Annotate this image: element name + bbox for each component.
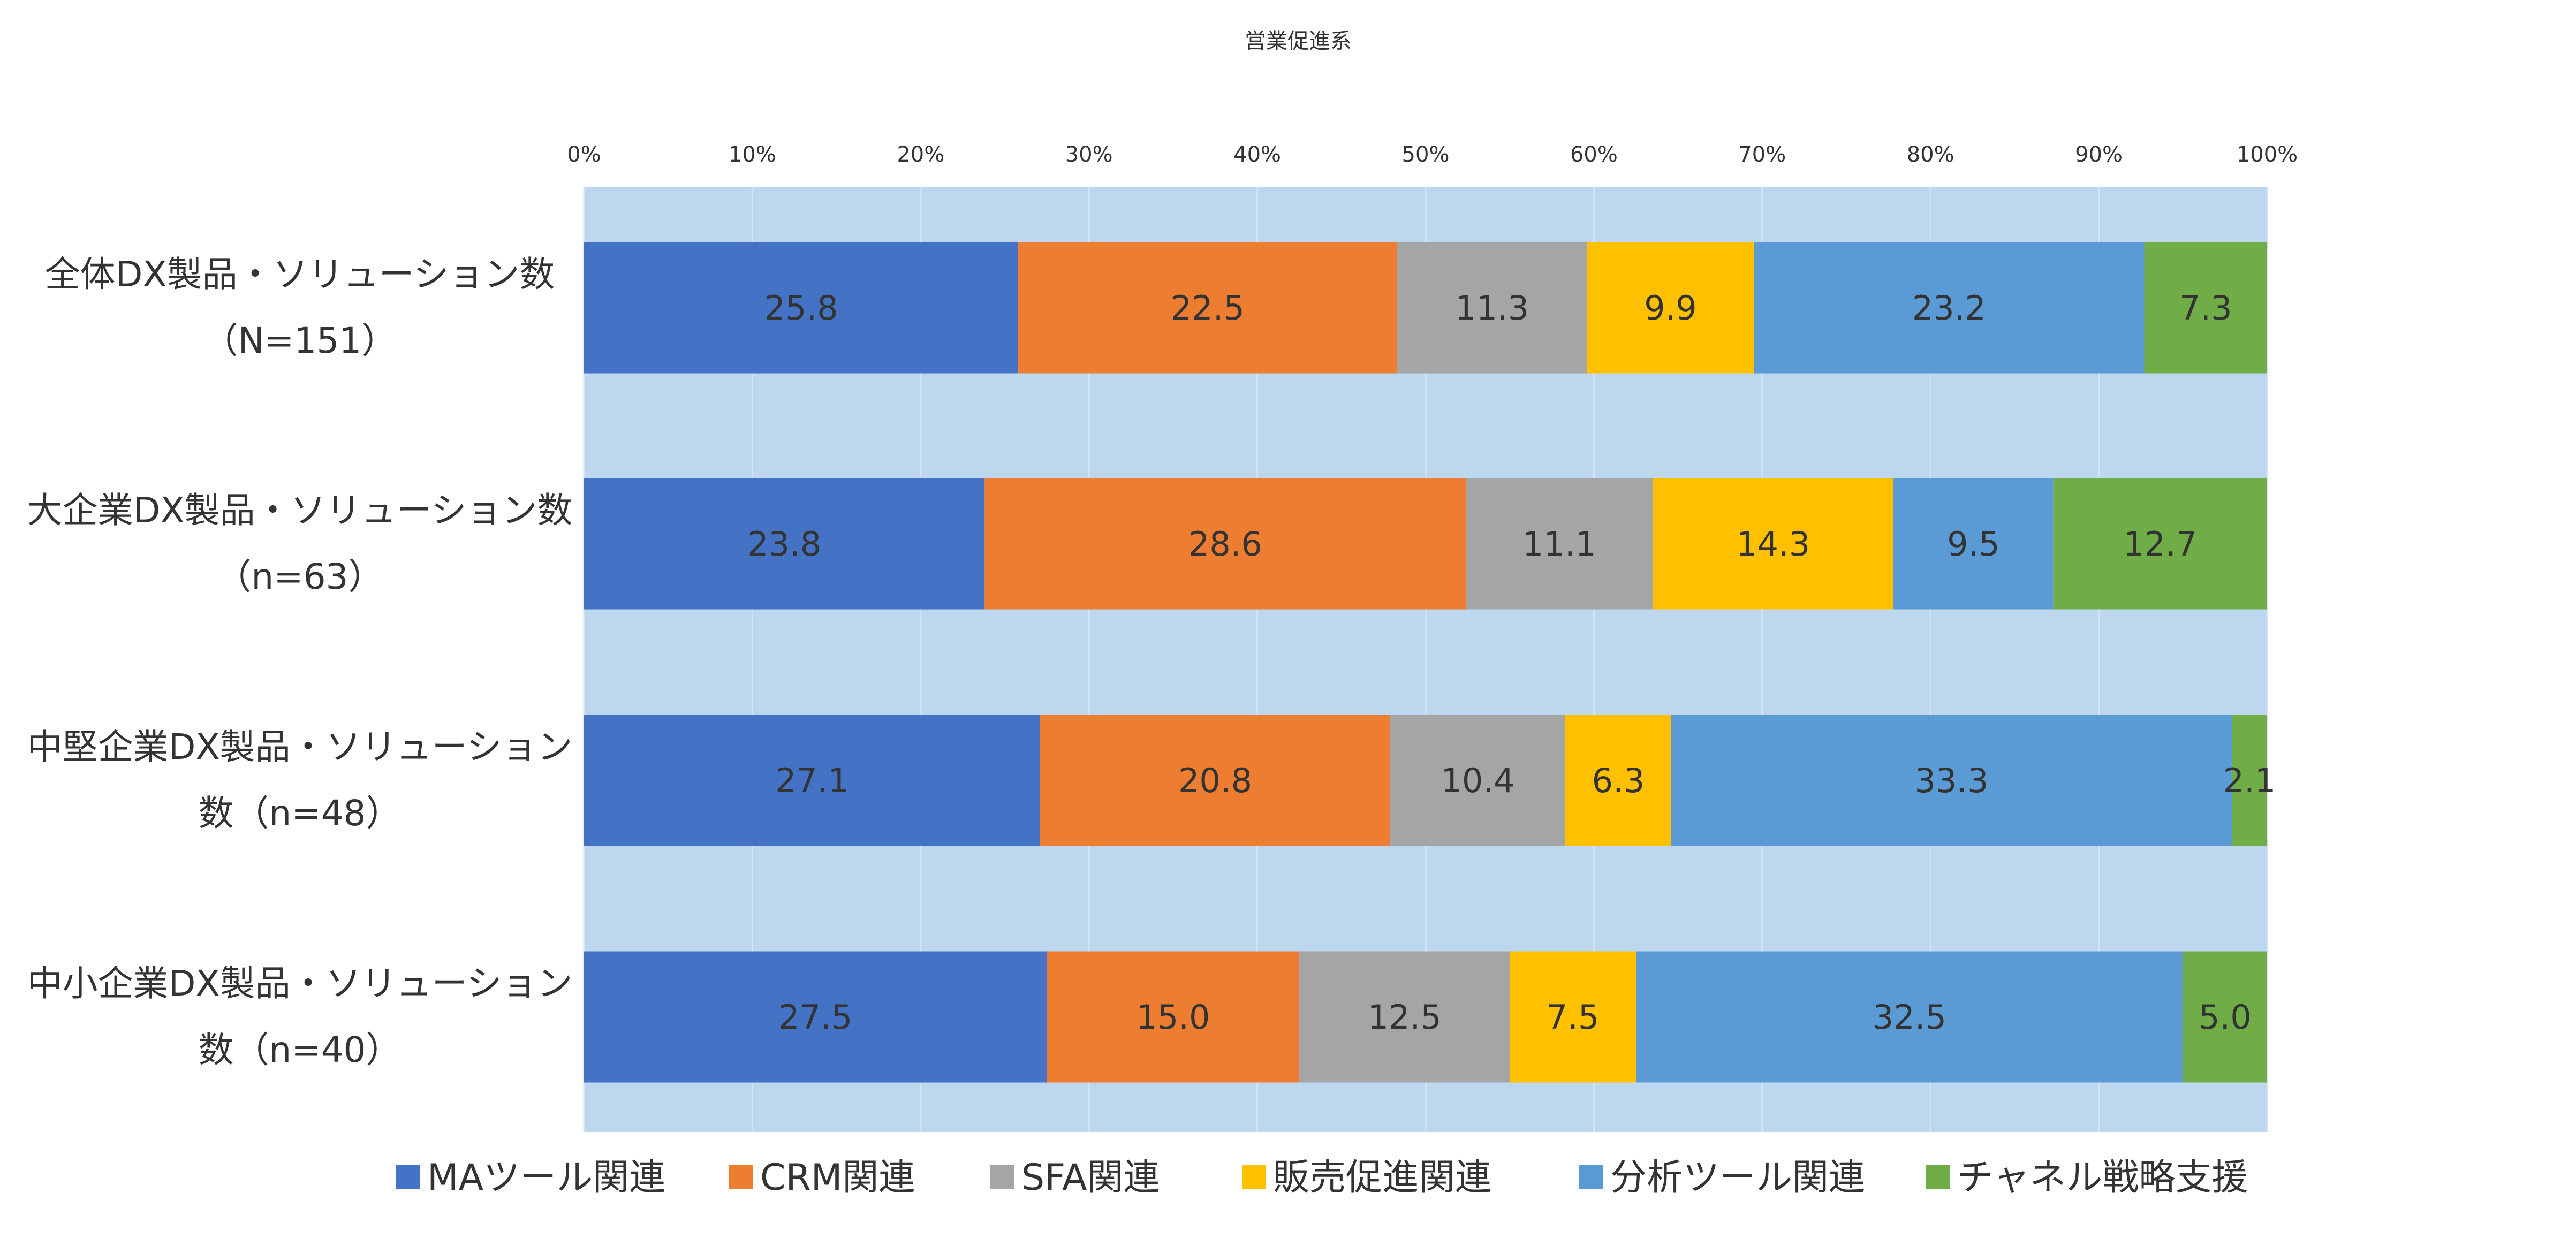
- bar-segment: [1636, 951, 2183, 1083]
- category-label: 中堅企業DX製品・ソリューション: [27, 726, 573, 768]
- data-label: 7.3: [2179, 288, 2232, 328]
- bar-segment: [1018, 242, 1397, 374]
- x-tick-label: 80%: [1907, 142, 1954, 167]
- bar-segment: [584, 478, 985, 610]
- bar-segment: [1565, 715, 1672, 846]
- x-tick-label: 60%: [1570, 142, 1618, 167]
- x-tick-label: 40%: [1233, 142, 1281, 167]
- bar-segment: [1653, 478, 1894, 610]
- x-tick-label: 0%: [567, 142, 601, 167]
- legend-swatch: [990, 1165, 1014, 1189]
- data-label: 14.3: [1736, 525, 1810, 564]
- bar-segment: [1671, 715, 2232, 846]
- category-label: 全体DX製品・ソリューション数: [45, 254, 555, 295]
- category-label: （N=151）: [203, 320, 397, 361]
- bar-segment: [1299, 951, 1510, 1083]
- data-label: 11.3: [1455, 288, 1529, 328]
- bar-segment: [584, 715, 1041, 846]
- data-label: 9.9: [1644, 288, 1697, 328]
- bar-segment: [584, 242, 1019, 374]
- x-tick-label: 30%: [1065, 142, 1113, 167]
- chart-title: 営業促進系: [1245, 29, 1352, 54]
- data-label: 15.0: [1136, 998, 1210, 1037]
- legend-swatch: [729, 1165, 753, 1189]
- bar-segment: [2231, 715, 2267, 846]
- x-tick-label: 100%: [2237, 142, 2298, 167]
- category-label: 数（n=40）: [198, 1029, 401, 1070]
- x-tick-label: 70%: [1738, 142, 1786, 167]
- category-label: （n=63）: [216, 556, 383, 597]
- x-tick-label: 50%: [1402, 142, 1450, 167]
- data-label: 5.0: [2199, 998, 2252, 1037]
- bar-segment: [2183, 951, 2267, 1083]
- bar-segment: [1390, 715, 1565, 846]
- data-label: 32.5: [1873, 998, 1946, 1037]
- data-label: 11.1: [1522, 525, 1596, 564]
- category-label: 大企業DX製品・ソリューション数: [27, 490, 573, 531]
- bar-segment: [1510, 951, 1636, 1083]
- data-label: 2.1: [2223, 761, 2276, 800]
- legend-swatch: [1242, 1165, 1266, 1189]
- legend-swatch: [1579, 1165, 1603, 1189]
- bar-segment: [984, 478, 1466, 610]
- category-label: 数（n=48）: [198, 793, 401, 834]
- x-tick-label: 90%: [2075, 142, 2123, 167]
- data-label: 7.5: [1547, 998, 1600, 1037]
- data-label: 12.5: [1368, 998, 1442, 1037]
- data-label: 33.3: [1914, 761, 1988, 800]
- data-label: 10.4: [1441, 761, 1514, 800]
- x-tick-label: 20%: [897, 142, 944, 167]
- bar-segment: [2144, 242, 2267, 374]
- legend-label: SFA関連: [1021, 1157, 1160, 1199]
- bar-segment: [1040, 715, 1390, 846]
- bar-segment: [1397, 242, 1587, 374]
- data-label: 23.8: [747, 525, 821, 564]
- legend-label: CRM関連: [760, 1157, 915, 1199]
- legend-label: 販売促進関連: [1273, 1157, 1491, 1199]
- legend-label: 分析ツール関連: [1610, 1157, 1865, 1199]
- bar-segment: [2053, 478, 2267, 610]
- data-label: 6.3: [1592, 761, 1645, 800]
- category-label: 中小企業DX製品・ソリューション: [27, 963, 573, 1004]
- data-label: 27.5: [778, 998, 852, 1037]
- bar-segment: [1587, 242, 1754, 374]
- data-label: 23.2: [1912, 288, 1986, 328]
- data-label: 28.6: [1188, 525, 1262, 564]
- data-label: 9.5: [1947, 525, 2000, 564]
- data-label: 20.8: [1178, 761, 1252, 800]
- data-label: 27.1: [775, 761, 849, 800]
- bar-segment: [1754, 242, 2145, 374]
- bar-segment: [584, 951, 1047, 1083]
- bar-segment: [1466, 478, 1653, 610]
- data-label: 22.5: [1171, 288, 1245, 328]
- legend-label: チャネル戦略支援: [1957, 1157, 2248, 1199]
- legend-label: MAツール関連: [427, 1157, 665, 1199]
- legend-swatch: [396, 1165, 420, 1189]
- data-label: 12.7: [2123, 525, 2197, 564]
- legend-swatch: [1926, 1165, 1950, 1189]
- bar-segment: [1893, 478, 2054, 610]
- x-tick-label: 10%: [729, 142, 776, 167]
- bar-segment: [1047, 951, 1300, 1083]
- data-label: 25.8: [764, 288, 838, 328]
